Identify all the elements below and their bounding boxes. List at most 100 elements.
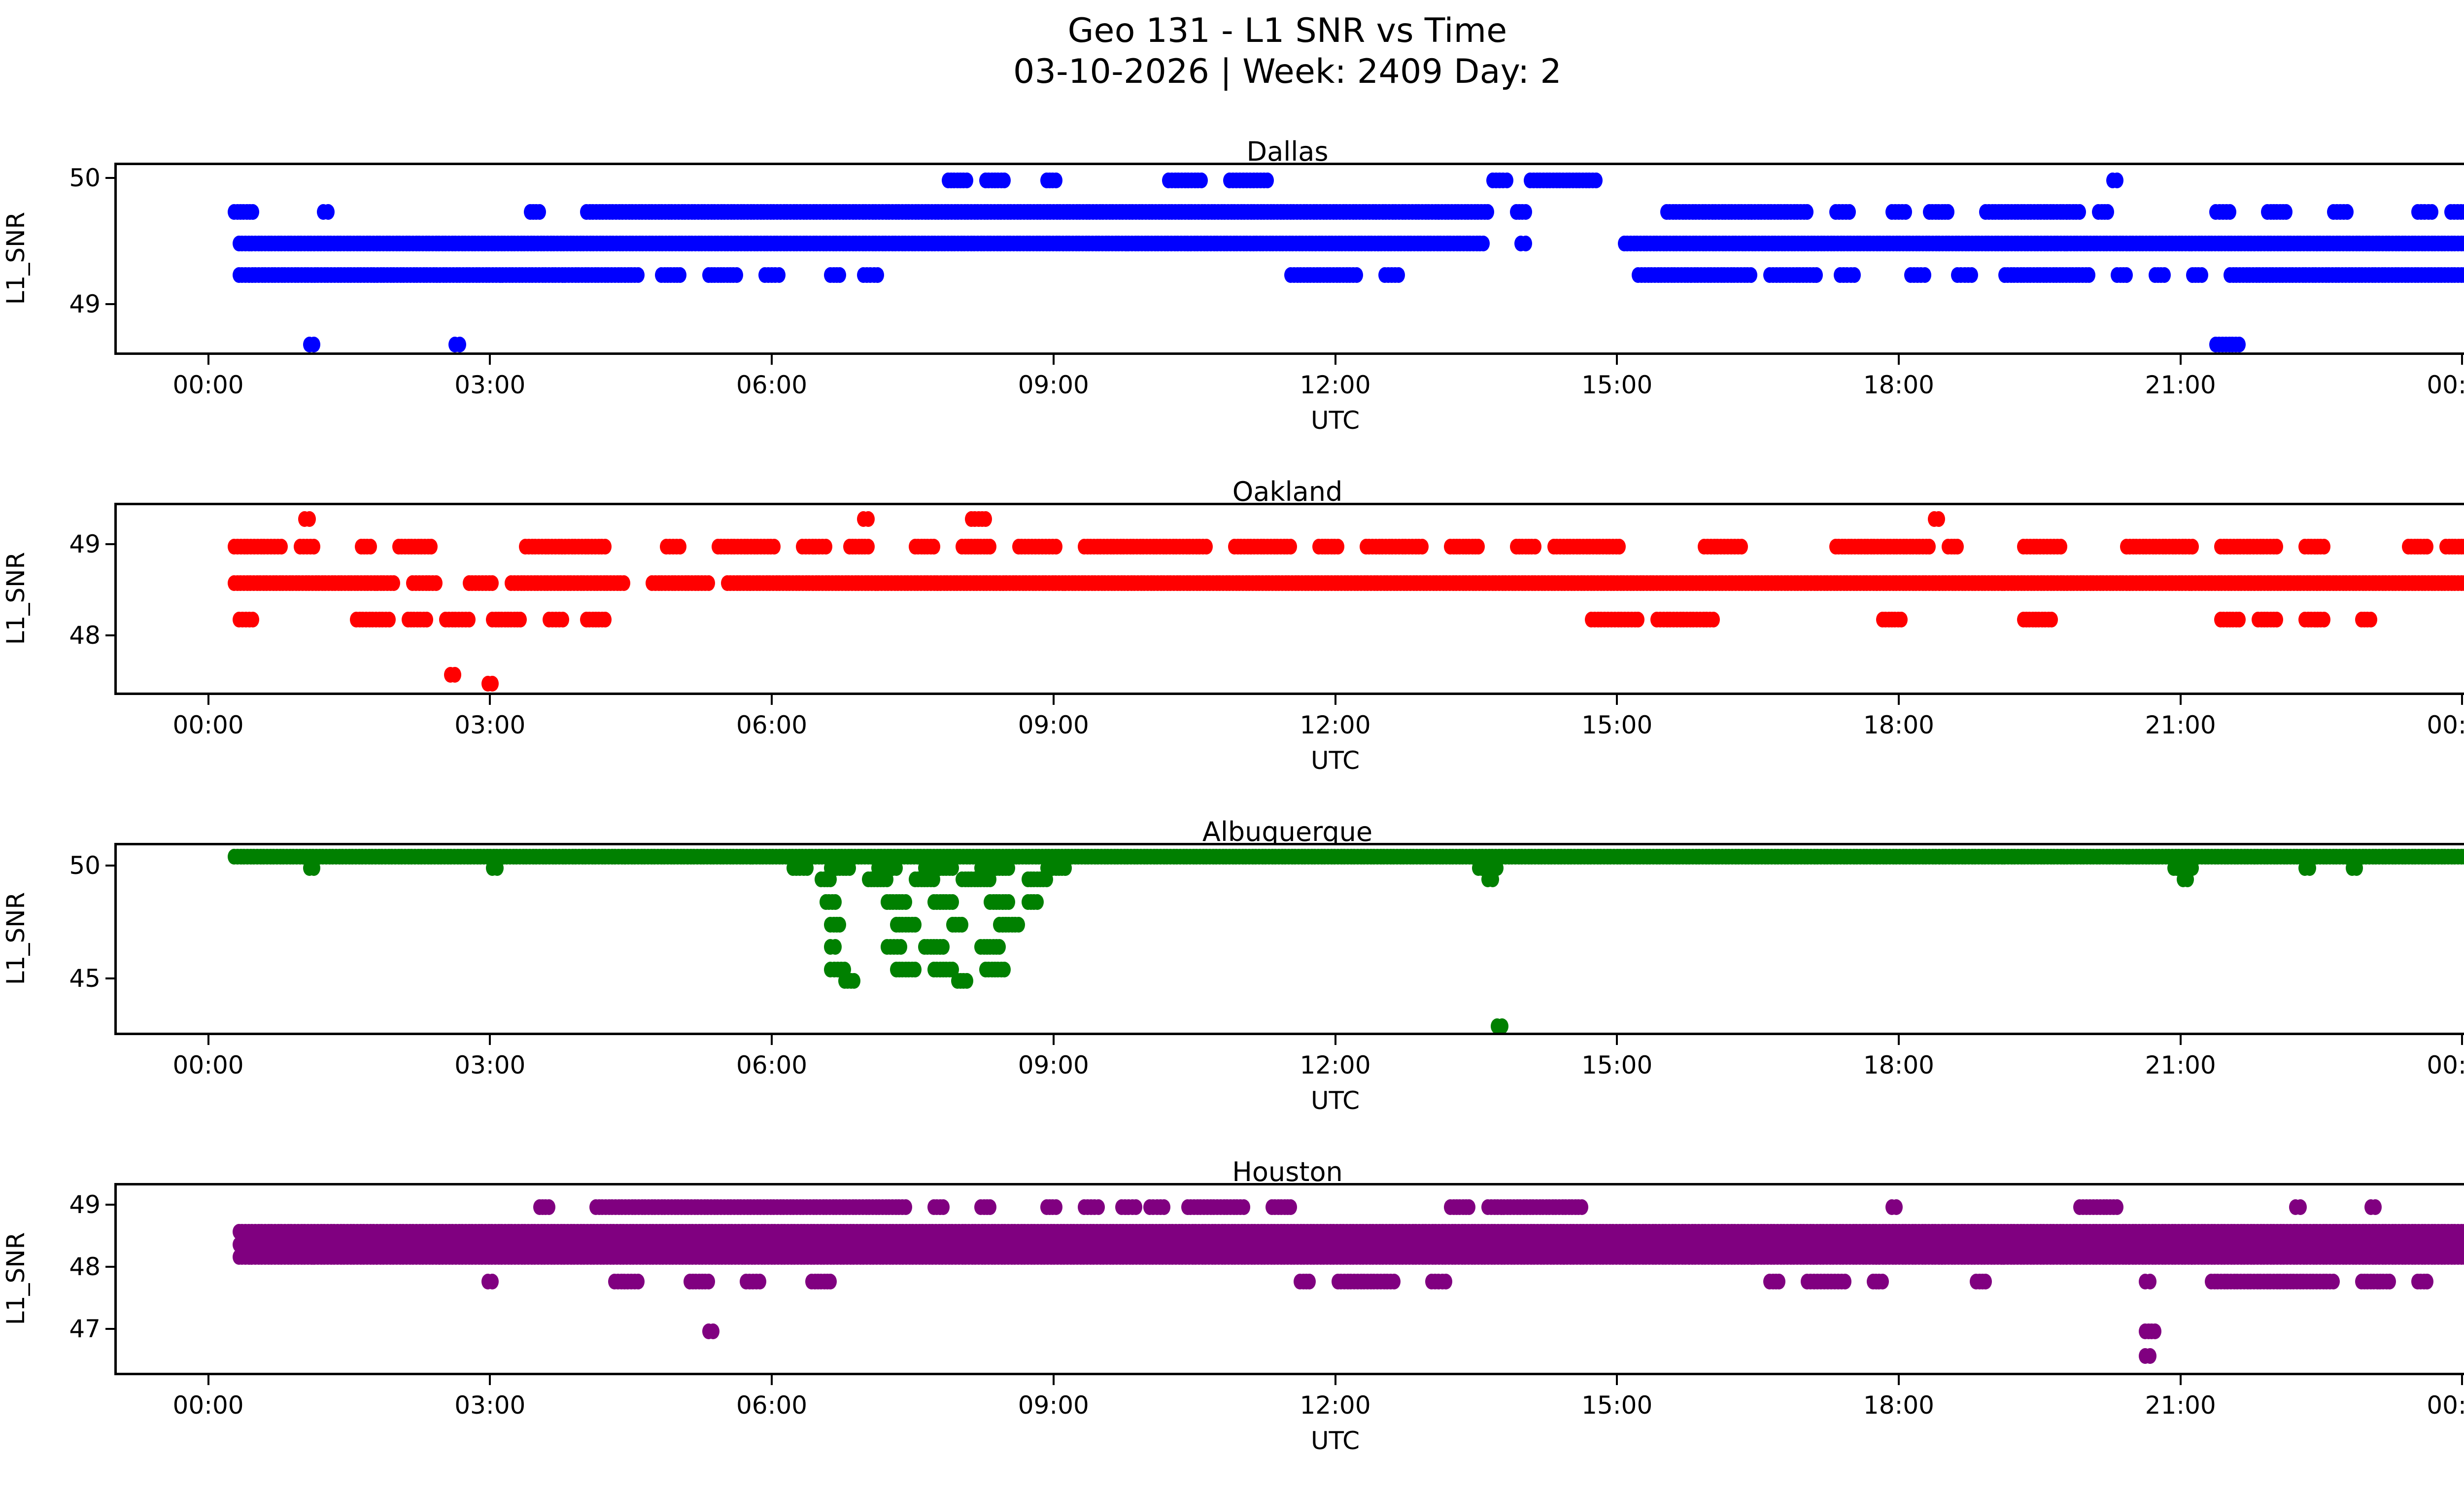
data-point: [984, 1199, 997, 1216]
data-point: [486, 676, 499, 692]
scatter-layer-houston: [117, 1185, 2464, 1373]
y-tick-label: 48: [69, 621, 101, 650]
data-point: [599, 612, 612, 628]
y-tick-mark: [105, 303, 114, 306]
x-tick-label: 18:00: [1863, 711, 1934, 739]
data-point: [871, 267, 884, 283]
y-tick-mark: [105, 977, 114, 980]
data-point: [246, 612, 260, 628]
data-point: [1481, 204, 1495, 220]
data-point: [937, 1199, 950, 1216]
data-point: [848, 973, 861, 989]
data-point: [514, 612, 527, 628]
data-point: [1745, 267, 1758, 283]
plot-area-dallas: [114, 163, 2464, 355]
x-tick-mark: [1334, 355, 1336, 365]
scatter-layer-dallas: [117, 165, 2464, 352]
data-point: [2157, 267, 2171, 283]
x-tick-label: 12:00: [1300, 1051, 1371, 1079]
data-point: [1129, 1199, 1142, 1216]
x-tick-mark: [489, 355, 491, 365]
data-point: [2317, 538, 2330, 555]
x-tick-mark: [771, 355, 773, 365]
data-point: [542, 1199, 555, 1216]
x-tick-label: 12:00: [1300, 711, 1371, 739]
data-point: [908, 916, 922, 933]
x-tick-label: 15:00: [1581, 1051, 1653, 1079]
data-point: [2054, 538, 2067, 555]
data-point: [1923, 538, 1936, 555]
data-point: [984, 871, 997, 887]
y-tick-mark: [105, 543, 114, 545]
data-point: [486, 575, 499, 591]
subplot-title-dallas: Dallas: [1246, 136, 1329, 167]
x-tick-mark: [1334, 1035, 1336, 1045]
y-tick-label: 49: [69, 290, 101, 319]
x-tick-label: 03:00: [454, 711, 526, 739]
x-tick-label: 03:00: [454, 1051, 526, 1079]
data-point: [997, 962, 1011, 978]
y-tick-label: 45: [69, 964, 101, 993]
data-point: [1049, 1199, 1062, 1216]
data-point: [894, 939, 908, 955]
x-tick-mark: [2461, 695, 2464, 705]
x-tick-mark: [1897, 355, 1900, 365]
data-point: [1284, 538, 1298, 555]
x-tick-label: 15:00: [1581, 711, 1653, 739]
x-tick-label: 06:00: [736, 371, 808, 399]
x-tick-label: 15:00: [1581, 371, 1653, 399]
x-axis-label-oakland: UTC: [1310, 746, 1360, 775]
data-point: [937, 939, 950, 955]
data-point: [828, 939, 842, 955]
data-point: [1735, 538, 1748, 555]
data-point: [1261, 172, 1274, 188]
data-point: [1476, 236, 1490, 252]
data-point: [674, 538, 687, 555]
x-tick-mark: [1616, 355, 1618, 365]
data-point: [843, 860, 856, 876]
x-tick-mark: [1052, 1035, 1055, 1045]
data-point: [1848, 267, 1861, 283]
data-point: [2111, 172, 2124, 188]
data-point: [1932, 511, 1946, 527]
data-point: [1801, 204, 1814, 220]
data-point: [617, 575, 631, 591]
data-point: [946, 894, 959, 910]
data-point: [2120, 267, 2133, 283]
x-tick-label: 00:00: [172, 1051, 244, 1079]
y-tick-mark: [105, 176, 114, 179]
data-point: [2073, 204, 2087, 220]
data-point: [1463, 1199, 1476, 1216]
data-point: [533, 204, 546, 220]
x-tick-mark: [2179, 1035, 2182, 1045]
data-point: [1195, 172, 1208, 188]
x-tick-label: 18:00: [1863, 371, 1934, 399]
data-point: [2280, 204, 2293, 220]
data-point: [927, 871, 941, 887]
figure-title-line-2: 03-10-2026 | Week: 2409 Day: 2: [1013, 52, 1562, 91]
data-point: [303, 511, 316, 527]
data-point: [1810, 267, 1823, 283]
data-point: [1942, 204, 1955, 220]
data-point: [2101, 204, 2115, 220]
data-point: [1012, 916, 1025, 933]
data-point: [824, 871, 837, 887]
data-point: [1331, 538, 1344, 555]
data-point: [2341, 204, 2354, 220]
data-point: [453, 337, 466, 352]
plot-area-houston: [114, 1183, 2464, 1375]
data-point: [387, 575, 401, 591]
data-point: [2045, 612, 2058, 628]
data-point: [1092, 1199, 1105, 1216]
data-point: [1472, 538, 1485, 555]
x-tick-mark: [1334, 695, 1336, 705]
data-point: [1519, 204, 1532, 220]
data-point: [1965, 267, 1978, 283]
data-point: [979, 511, 992, 527]
data-point: [1350, 267, 1363, 283]
x-tick-label: 00:00: [2427, 371, 2464, 399]
data-point: [2270, 612, 2284, 628]
x-tick-mark: [2179, 695, 2182, 705]
x-tick-label: 12:00: [1300, 371, 1371, 399]
x-tick-label: 00:00: [2427, 1051, 2464, 1079]
